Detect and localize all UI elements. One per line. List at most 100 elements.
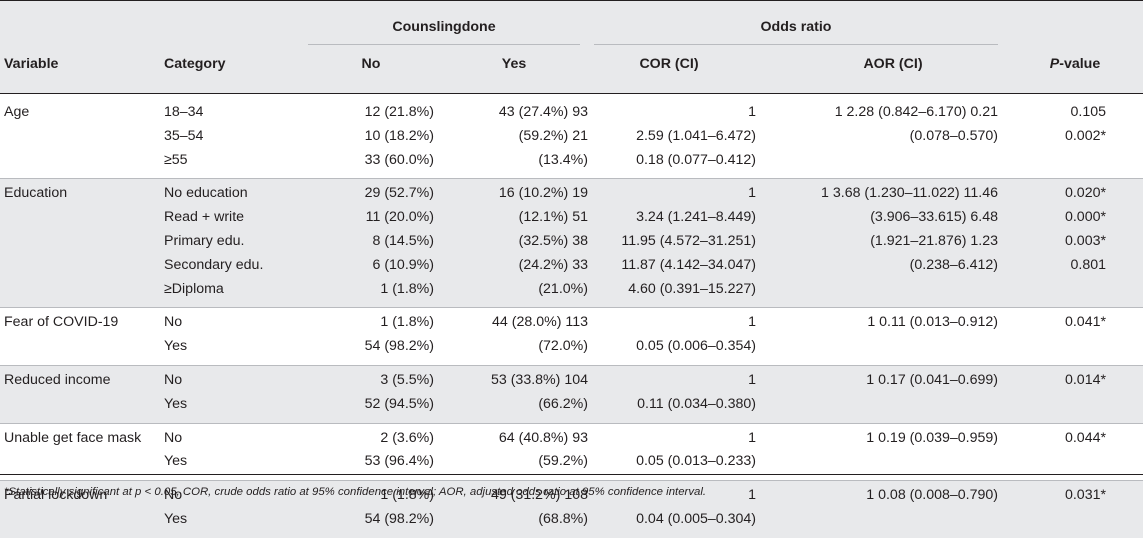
category-cell: No (164, 314, 183, 331)
group-separator (0, 365, 1143, 366)
table-bottom-rule (0, 474, 1143, 475)
p-italic: P (1049, 56, 1060, 72)
variable-label: Age (4, 104, 30, 120)
aor-cell (788, 337, 998, 355)
table-top-rule (0, 0, 1143, 1)
p-cell (1010, 337, 1106, 355)
no-cell: 54 (98.2%) (364, 511, 434, 527)
group-header-odds: Odds ratio (760, 19, 832, 35)
category-cell: Yes (164, 511, 188, 527)
p-cell (1010, 151, 1106, 169)
cor-cell: 1 (748, 429, 756, 446)
yes-cell: 53 (33.8%) 104 (490, 372, 588, 388)
aor-cell (788, 280, 998, 298)
aor-cell: (3.906–33.615) 6.48 (870, 209, 998, 226)
p-cell (1010, 452, 1106, 470)
aor-cell: (0.238–6.412) (909, 256, 998, 273)
category-cell: Primary edu. (164, 233, 245, 249)
group-band (0, 178, 1143, 308)
p-cell: 0.014* (1064, 372, 1106, 388)
category-cell: Read + write (164, 209, 245, 226)
group-separator (0, 178, 1143, 180)
category-cell: Secondary edu. (164, 256, 264, 273)
col-header-aor: AOR (CI) (863, 56, 923, 72)
no-cell: 54 (98.2%) (364, 338, 434, 355)
table-header-band (0, 0, 1143, 93)
no-cell: 1 (1.8%) (380, 314, 434, 331)
yes-cell: (72.0%) (538, 338, 588, 355)
p-cell: 0.801 (1070, 256, 1106, 273)
p-cell (1010, 280, 1106, 298)
yes-cell: (13.4%) (538, 151, 588, 168)
no-cell: 52 (94.5%) (364, 395, 434, 412)
no-cell: 3 (5.5%) (380, 372, 434, 388)
aor-cell: 1 0.17 (0.041–0.699) (866, 372, 998, 388)
cor-cell: 4.60 (0.391–15.227) (628, 280, 756, 297)
category-cell: Yes (164, 395, 188, 412)
no-cell: 10 (18.2%) (364, 127, 434, 144)
category-cell: ≥55 (164, 151, 188, 168)
no-cell: 33 (60.0%) (364, 151, 434, 168)
variable-label: Unable get face mask (4, 429, 142, 446)
cor-cell: 3.24 (1.241–8.449) (636, 209, 756, 226)
yes-cell: 64 (40.8%) 93 (498, 429, 588, 446)
table-footnote: *Statistically significant at p < 0.05, … (4, 486, 707, 498)
col-header-yes: Yes (501, 56, 527, 72)
cor-cell: 1 (748, 314, 756, 331)
aor-cell: 1 0.19 (0.039–0.959) (866, 429, 998, 446)
aor-cell: (0.078–0.570) (909, 127, 998, 144)
variable-label: Partial lockdown (4, 487, 108, 504)
yes-cell: 43 (27.4%) 93 (498, 104, 588, 120)
category-cell: Yes (164, 338, 188, 355)
yes-cell: (24.2%) 33 (518, 256, 588, 273)
variable-label: Reduced income (4, 372, 111, 388)
p-cell: 0.000* (1064, 209, 1106, 226)
no-cell: 6 (10.9%) (372, 256, 434, 273)
p-cell: 0.020* (1064, 185, 1106, 202)
yes-cell: 49 (31.2%) 108 (490, 487, 588, 504)
p-cell: 0.002* (1064, 127, 1106, 144)
no-cell: 2 (3.6%) (380, 429, 434, 446)
yes-cell: 44 (28.0%) 113 (492, 314, 588, 331)
cor-cell: 2.59 (1.041–6.472) (636, 127, 756, 144)
group-underline-counsling (308, 44, 580, 45)
p-suffix: -value (1059, 56, 1101, 72)
category-cell: No (164, 487, 183, 504)
cor-cell: 0.11 (0.034–0.380) (637, 395, 756, 412)
category-cell: Yes (164, 453, 188, 470)
cor-cell: 0.04 (0.005–0.304) (636, 511, 756, 527)
p-cell (1010, 395, 1106, 413)
no-cell: 29 (52.7%) (364, 185, 434, 202)
p-cell: 0.044* (1064, 429, 1106, 446)
cor-cell: 1 (748, 372, 756, 388)
no-cell: 1 (1.8%) (380, 280, 434, 297)
header-bottom-rule (0, 93, 1143, 94)
cor-cell: 1 (748, 185, 756, 202)
col-header-variable: Variable (4, 56, 59, 72)
no-cell: 11 (20.0%) (365, 209, 434, 226)
no-cell: 53 (96.4%) (364, 453, 434, 470)
col-header-cor: COR (CI) (639, 56, 699, 72)
yes-cell: (32.5%) 38 (518, 233, 588, 249)
category-cell: No education (164, 185, 248, 202)
category-cell: ≥Diploma (164, 280, 224, 297)
no-cell: 1 (1.8%) (380, 487, 434, 504)
yes-cell: 16 (10.2%) 19 (498, 185, 588, 202)
yes-cell: (21.0%) (538, 280, 588, 297)
group-band (0, 365, 1143, 423)
cor-cell: 0.05 (0.013–0.233) (636, 453, 756, 470)
aor-cell: 1 0.08 (0.008–0.790) (866, 487, 998, 504)
aor-cell (788, 395, 998, 413)
yes-cell: (12.1%) 51 (518, 209, 588, 226)
variable-label: Fear of COVID-19 (4, 314, 119, 331)
group-separator (0, 307, 1143, 309)
category-cell: 18–34 (164, 104, 204, 120)
cor-cell: 11.95 (4.572–31.251) (621, 233, 756, 249)
yes-cell: (59.2%) (538, 453, 588, 470)
p-cell: 0.031* (1064, 487, 1106, 504)
group-underline-odds (594, 44, 998, 45)
p-cell: 0.105 (1070, 104, 1106, 120)
aor-cell (788, 151, 998, 169)
group-separator (0, 422, 1143, 424)
col-header-category: Category (164, 56, 226, 72)
